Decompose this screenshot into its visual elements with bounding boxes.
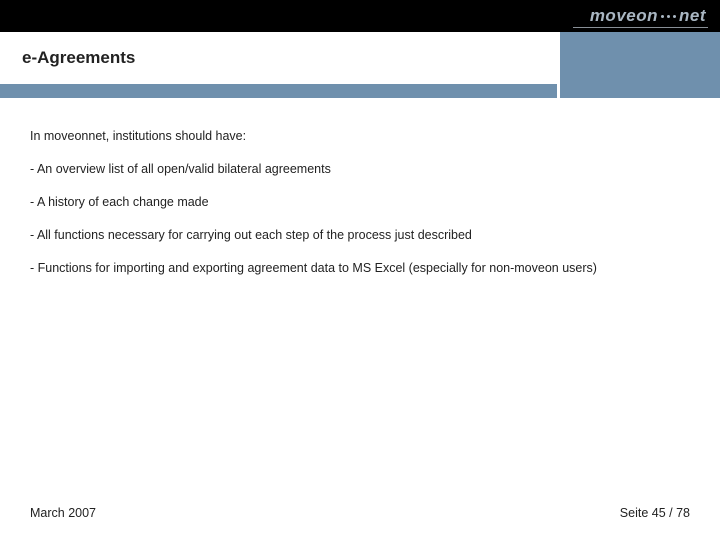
blue-strip: [0, 84, 720, 98]
page-title: e-Agreements: [22, 48, 135, 68]
brand-underline: [573, 27, 708, 28]
dot-icon: [667, 15, 670, 18]
brand-left: moveon: [590, 6, 658, 26]
list-item: - All functions necessary for carrying o…: [30, 227, 690, 244]
list-item: - An overview list of all open/valid bil…: [30, 161, 690, 178]
dot-icon: [673, 15, 676, 18]
footer-date: March 2007: [30, 506, 96, 520]
slide-content: In moveonnet, institutions should have: …: [0, 98, 720, 276]
list-item: - Functions for importing and exporting …: [30, 260, 690, 277]
title-left-panel: e-Agreements: [0, 32, 560, 84]
brand-right: net: [679, 6, 706, 26]
blue-strip-left: [0, 84, 560, 98]
brand-logo: moveon net: [590, 6, 706, 26]
brand-dots: [661, 15, 676, 18]
list-item: - A history of each change made: [30, 194, 690, 211]
top-bar: moveon net: [0, 0, 720, 32]
slide-footer: March 2007 Seite 45 / 78: [0, 506, 720, 520]
footer-page: Seite 45 / 78: [620, 506, 690, 520]
intro-text: In moveonnet, institutions should have:: [30, 128, 690, 145]
dot-icon: [661, 15, 664, 18]
title-row: e-Agreements: [0, 32, 720, 84]
title-right-panel: [560, 32, 720, 84]
blue-strip-right: [560, 84, 720, 98]
